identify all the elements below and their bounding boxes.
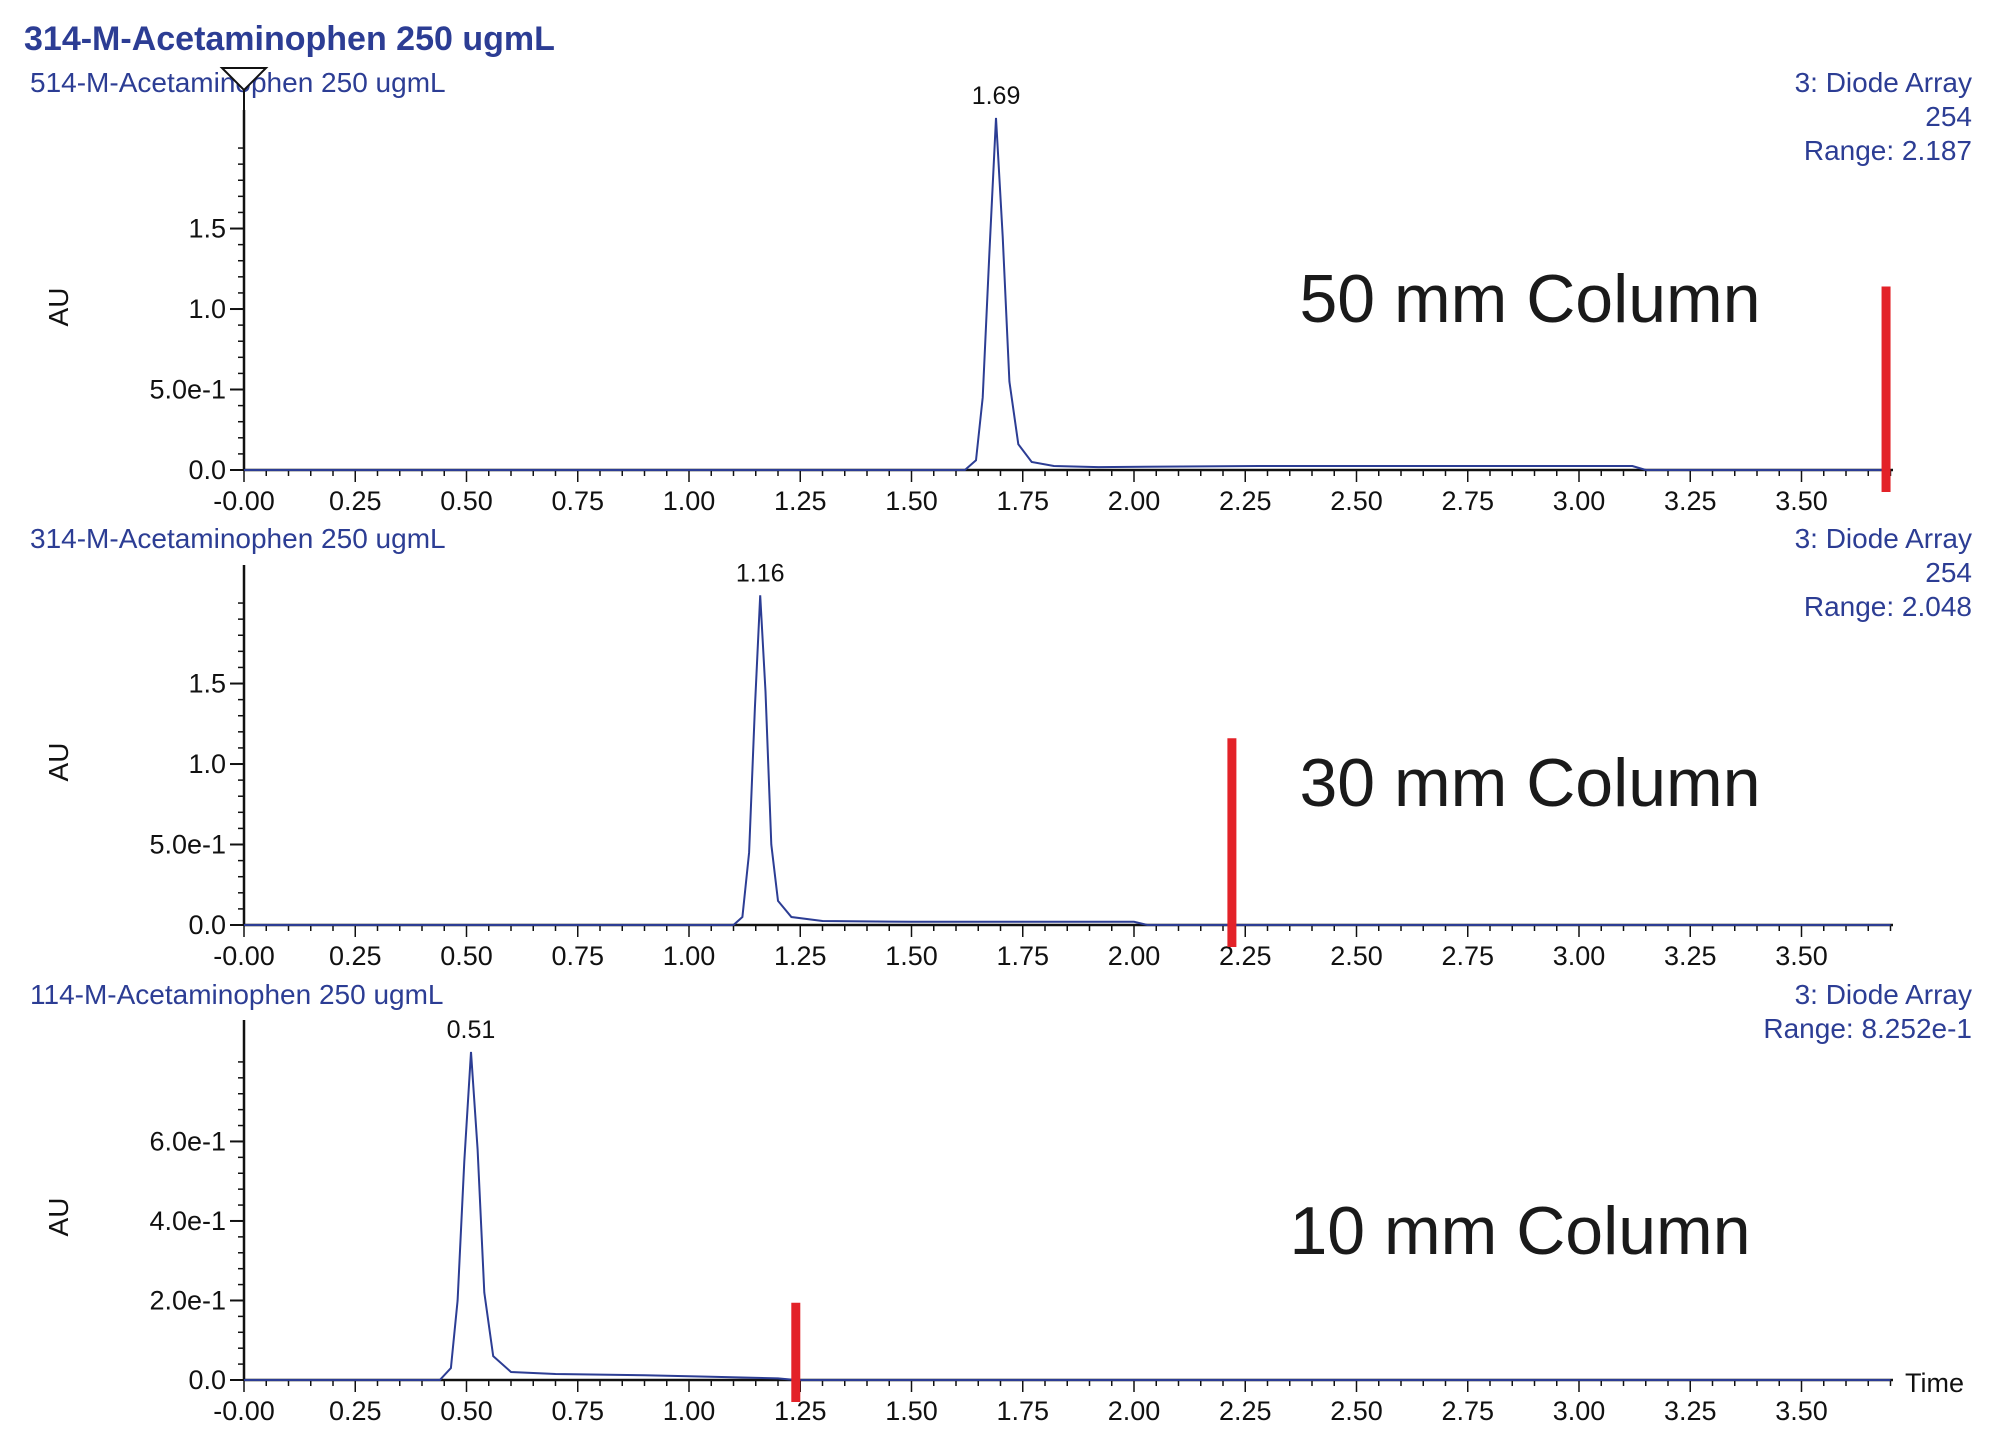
y-axis-label: AU: [43, 288, 74, 327]
x-tick-label: 2.50: [1330, 941, 1383, 971]
range-label: Range: 8.252e-1: [1763, 1013, 1972, 1044]
y-tick-label: 6.0e-1: [149, 1126, 226, 1156]
range-label: Range: 2.187: [1804, 135, 1972, 166]
x-tick-label: 3.25: [1664, 486, 1717, 516]
x-tick-label: 3.50: [1775, 1396, 1828, 1426]
x-tick-label: 3.00: [1553, 486, 1606, 516]
x-tick-label: 0.75: [551, 1396, 604, 1426]
x-tick-label: 0.25: [329, 941, 382, 971]
y-tick-label: 2.0e-1: [149, 1285, 226, 1315]
y-tick-label: 1.5: [188, 214, 226, 244]
x-tick-label: 2.00: [1108, 941, 1161, 971]
y-tick-label: 0.0: [188, 1365, 226, 1395]
x-tick-label: 3.00: [1553, 1396, 1606, 1426]
x-tick-label: 1.00: [663, 941, 716, 971]
page-title: 314-M-Acetaminophen 250 ugmL: [24, 20, 555, 58]
scan-cursor-icon[interactable]: [219, 67, 269, 122]
x-tick-label: 2.50: [1330, 1396, 1383, 1426]
x-tick-label: 2.25: [1219, 486, 1272, 516]
y-tick-label: 1.5: [188, 669, 226, 699]
detector-label: 3: Diode Array: [1795, 979, 1972, 1010]
x-tick-label: 1.50: [885, 1396, 938, 1426]
x-tick-label: 0.25: [329, 1396, 382, 1426]
x-tick-label: 1.00: [663, 1396, 716, 1426]
x-tick-label: 2.75: [1441, 941, 1494, 971]
peak-label: 1.69: [972, 82, 1021, 110]
x-tick-label: 3.00: [1553, 941, 1606, 971]
column-annotation: 50 mm Column: [1299, 261, 1760, 337]
x-tick-label: 1.75: [996, 1396, 1049, 1426]
sample-label: 114-M-Acetaminophen 250 ugmL: [30, 979, 444, 1010]
chromatogram-trace: [244, 595, 1891, 926]
x-tick-label: 1.75: [996, 941, 1049, 971]
y-tick-label: 5.0e-1: [149, 375, 226, 405]
detector-label: 3: Diode Array: [1795, 67, 1972, 98]
chromatogram-trace: [244, 1051, 1891, 1381]
x-tick-label: 1.75: [996, 486, 1049, 516]
x-tick-label: 2.25: [1219, 941, 1272, 971]
x-tick-label: 1.50: [885, 486, 938, 516]
x-tick-label: -0.00: [213, 486, 275, 516]
column-annotation: 10 mm Column: [1289, 1193, 1750, 1269]
y-tick-label: 0.0: [188, 910, 226, 940]
x-tick-label: 0.50: [440, 486, 493, 516]
x-tick-label: 2.00: [1108, 486, 1161, 516]
chromatogram-trace: [244, 117, 1891, 471]
x-tick-label: 2.75: [1441, 486, 1494, 516]
x-tick-label: -0.00: [213, 1396, 275, 1426]
y-tick-label: 5.0e-1: [149, 830, 226, 860]
y-tick-label: 1.0: [188, 749, 226, 779]
x-tick-label: 3.25: [1664, 941, 1717, 971]
column-annotation: 30 mm Column: [1299, 745, 1760, 821]
peak-label: 0.51: [447, 1016, 496, 1044]
x-tick-label: 2.50: [1330, 486, 1383, 516]
y-axis-label: AU: [43, 743, 74, 782]
y-tick-label: 4.0e-1: [149, 1206, 226, 1236]
wavelength-label: 254: [1925, 557, 1972, 588]
x-tick-label: 3.50: [1775, 486, 1828, 516]
x-tick-label: 1.25: [774, 941, 827, 971]
sample-label: 314-M-Acetaminophen 250 ugmL: [30, 523, 446, 554]
chromatogram-panel-30mm: 314-M-Acetaminophen 250 ugmL 3: Diode Arr…: [30, 523, 1972, 971]
peak-label: 1.16: [736, 559, 785, 587]
x-tick-label: 0.25: [329, 486, 382, 516]
y-tick-label: 0.0: [188, 455, 226, 485]
x-tick-label: 0.75: [551, 486, 604, 516]
x-tick-label: 2.00: [1108, 1396, 1161, 1426]
chromatogram-panel-10mm: 114-M-Acetaminophen 250 ugmL 3: Diode Arr…: [30, 979, 1972, 1426]
x-tick-label: 2.75: [1441, 1396, 1494, 1426]
x-tick-label: 0.75: [551, 941, 604, 971]
x-tick-label: 3.25: [1664, 1396, 1717, 1426]
range-label: Range: 2.048: [1804, 591, 1972, 622]
x-tick-label: 3.50: [1775, 941, 1828, 971]
y-tick-label: 1.0: [188, 294, 226, 324]
x-axis-label: Time: [1905, 1368, 1964, 1398]
x-tick-label: 2.25: [1219, 1396, 1272, 1426]
x-tick-label: 0.50: [440, 941, 493, 971]
wavelength-label: 254: [1925, 101, 1972, 132]
x-tick-label: 1.25: [774, 486, 827, 516]
x-tick-label: 1.50: [885, 941, 938, 971]
x-tick-label: 1.00: [663, 486, 716, 516]
y-axis-label: AU: [43, 1198, 74, 1237]
detector-label: 3: Diode Array: [1795, 523, 1972, 554]
x-tick-label: -0.00: [213, 941, 275, 971]
chromatogram-panel-50mm: 514-M-Acetaminophen 250 ugmL 3: Diode Arr…: [30, 67, 1972, 516]
x-tick-label: 0.50: [440, 1396, 493, 1426]
